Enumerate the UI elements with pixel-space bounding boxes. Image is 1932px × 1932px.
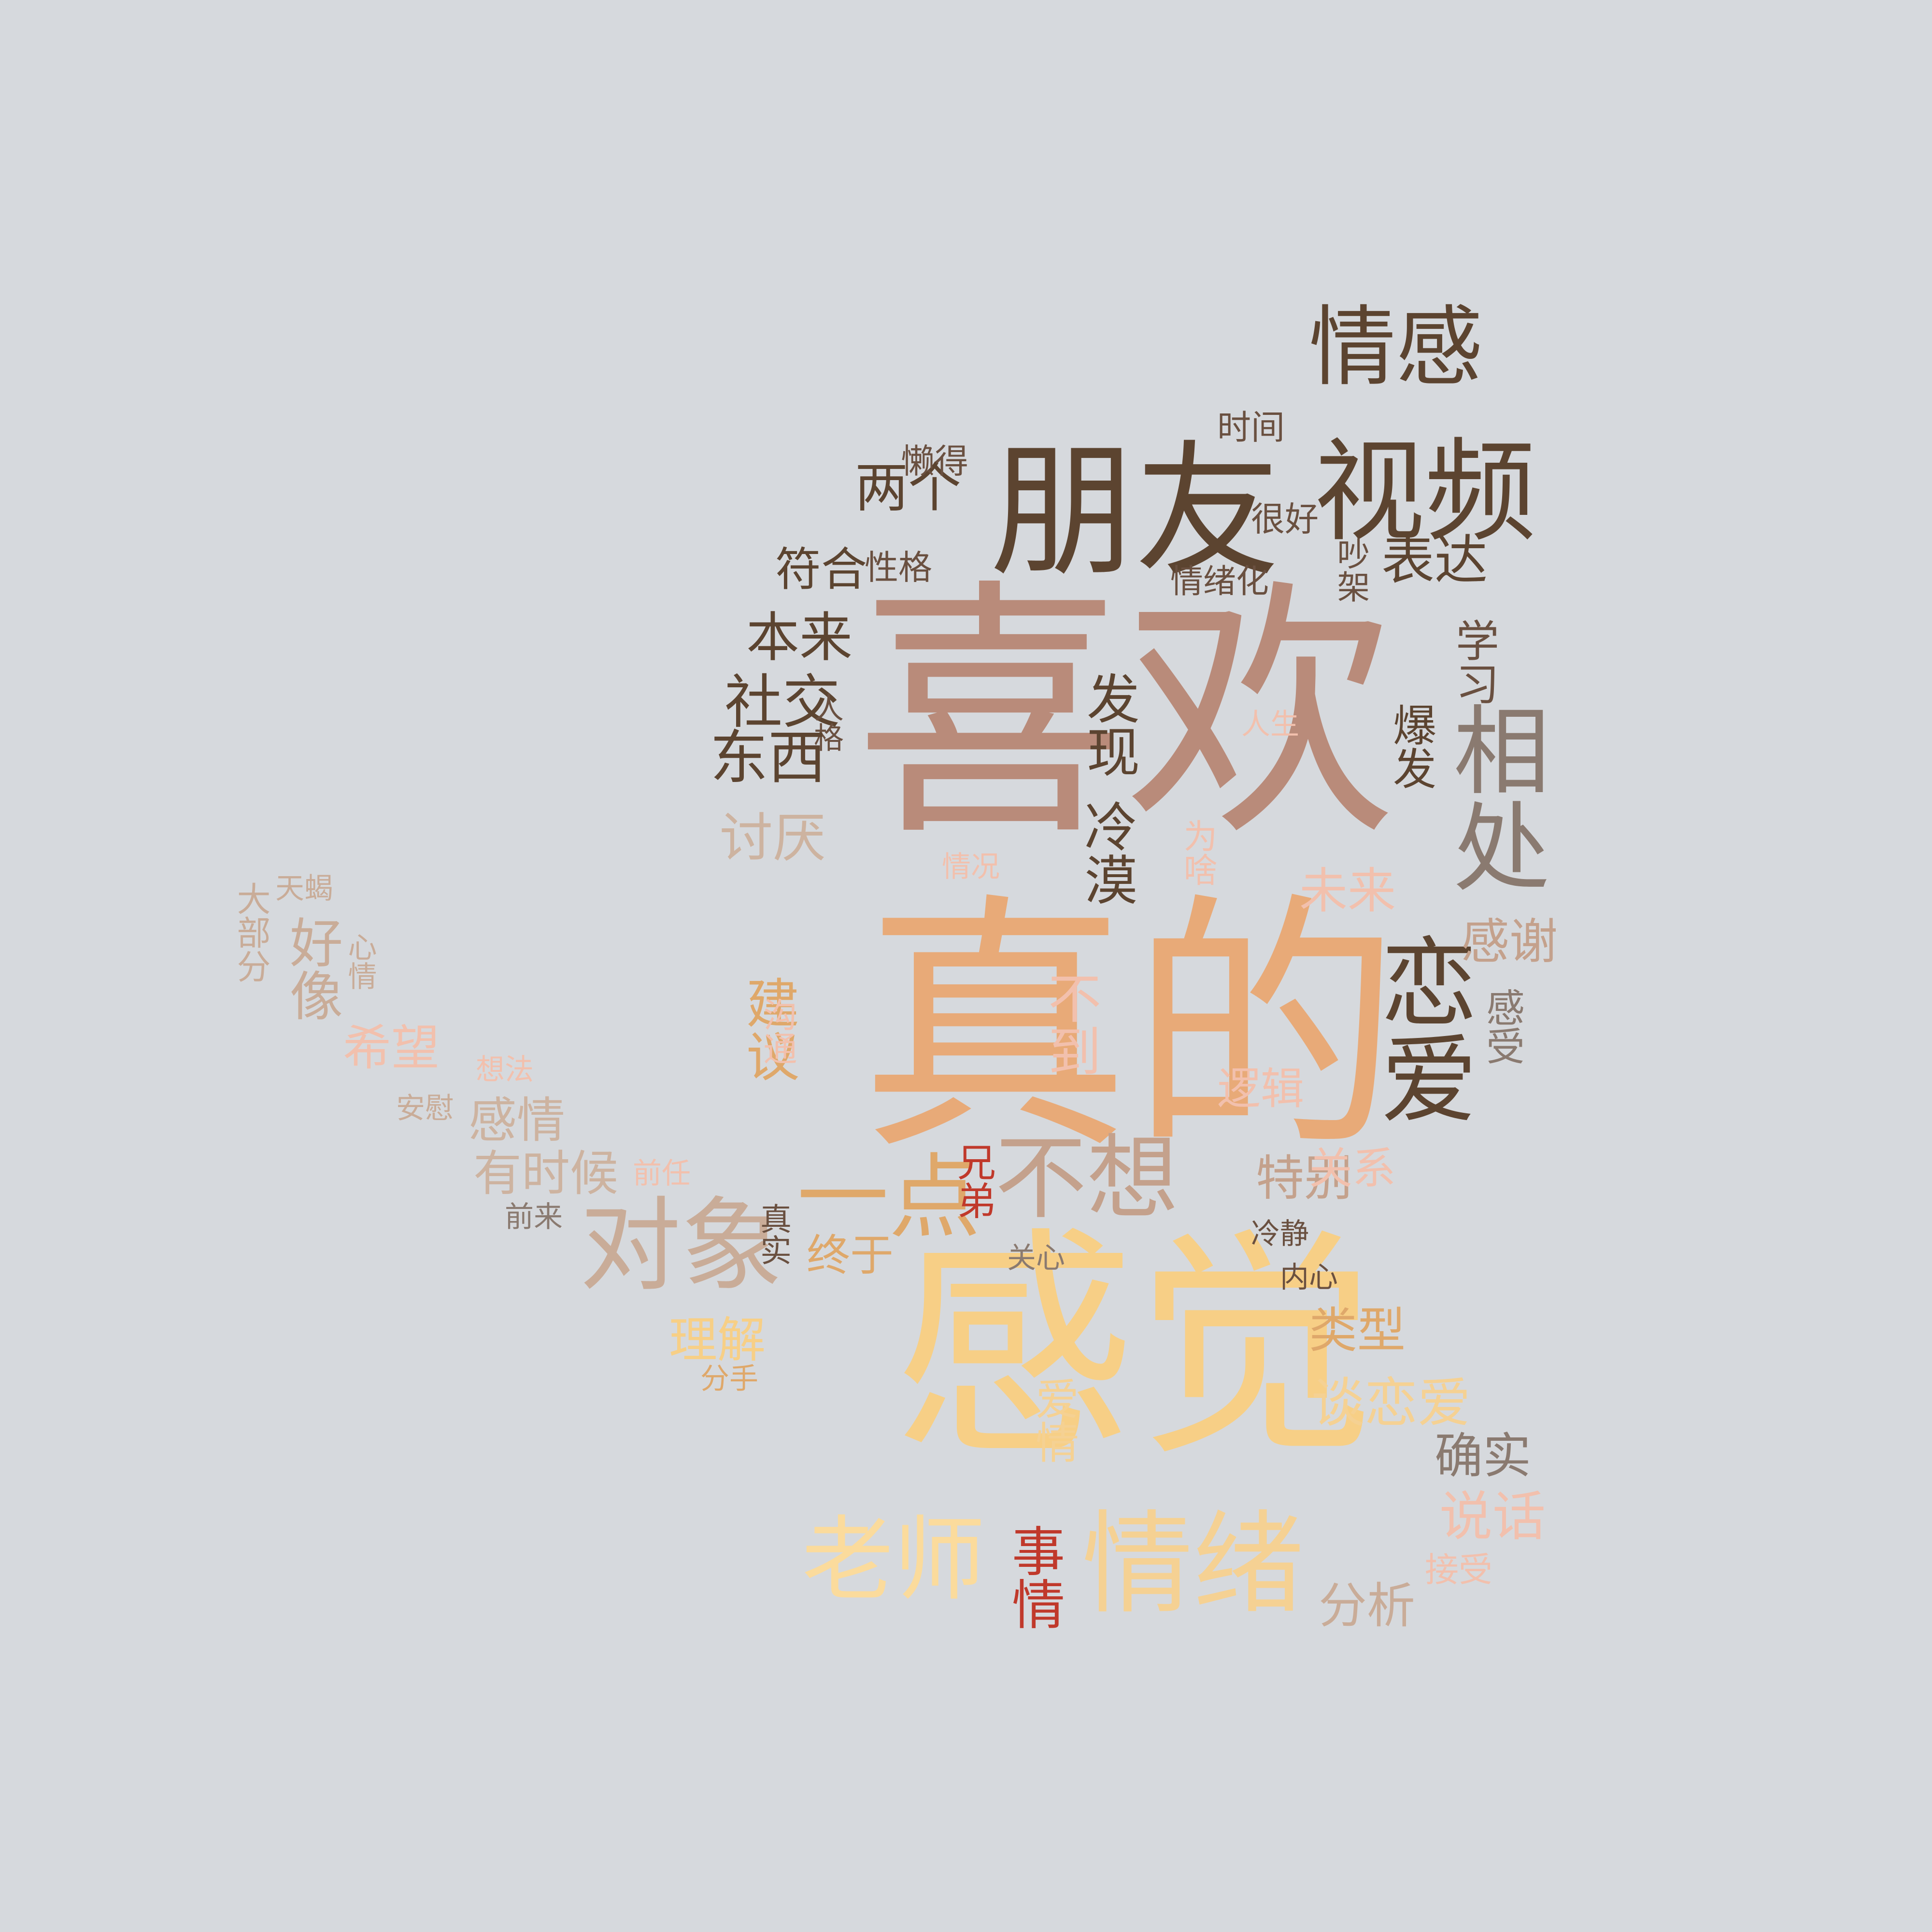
word-cloud-word: 表达: [1381, 529, 1488, 591]
word-cloud-word: 感谢: [1461, 913, 1558, 970]
word-cloud-word: 感受: [1480, 988, 1525, 1065]
word-cloud-word: 理解: [669, 1312, 766, 1368]
word-cloud-word: 真实: [754, 1203, 791, 1265]
word-cloud-word: 真的: [860, 871, 1401, 1186]
word-cloud-word: 情绪化: [1170, 563, 1269, 601]
word-cloud-word: 确实: [1435, 1428, 1531, 1484]
word-cloud-word: 关系: [1309, 1143, 1396, 1194]
word-cloud-word: 建议: [737, 976, 799, 1082]
word-cloud-word: 恋爱: [1364, 932, 1477, 1125]
word-cloud-word: 东西: [710, 724, 826, 792]
word-cloud-word: 事情: [1003, 1524, 1065, 1630]
word-cloud-word: 逻辑: [1217, 1064, 1304, 1114]
word-cloud-word: 情况: [942, 850, 1000, 884]
word-cloud-word: 不想: [994, 1125, 1179, 1232]
word-cloud-word: 发现: [1078, 671, 1139, 778]
word-cloud-word: 有时候: [473, 1145, 618, 1202]
word-cloud-word: 终于: [807, 1230, 894, 1281]
word-cloud-word: 很好: [1251, 499, 1319, 539]
word-cloud-word: 前来: [505, 1200, 563, 1234]
word-cloud-word: 爆发: [1385, 703, 1436, 790]
word-cloud-word: 朋友: [990, 427, 1280, 596]
word-cloud-word: 说话: [1439, 1486, 1546, 1548]
word-cloud-word: 谈恋爱: [1311, 1372, 1471, 1434]
word-cloud-word: 冷漠: [1075, 799, 1137, 906]
word-cloud-word: 接受: [1425, 1550, 1492, 1590]
word-cloud-word: 喜欢: [855, 557, 1396, 872]
word-cloud-word: 时间: [1217, 408, 1285, 447]
word-cloud-word: 内心: [1280, 1261, 1338, 1294]
word-cloud-word: 对象: [579, 1187, 783, 1305]
word-cloud-word: 情感: [1308, 297, 1483, 398]
word-cloud-word: 好像: [281, 915, 342, 1022]
word-cloud-word: 讨厌: [720, 807, 826, 869]
word-cloud-word: 爱情: [1028, 1377, 1079, 1463]
word-cloud-word: 符合: [775, 543, 867, 597]
word-cloud-word: 社交: [724, 669, 840, 736]
word-cloud-word: 分手: [700, 1362, 758, 1396]
word-cloud-word: 感觉: [894, 1207, 1377, 1488]
word-cloud-word: 沟通: [758, 997, 797, 1065]
word-cloud-word: 安慰: [396, 1092, 454, 1125]
word-cloud-word: 为啥: [1178, 819, 1218, 886]
word-cloud-word: 老师: [801, 1506, 986, 1613]
word-cloud-word: 前任: [633, 1157, 691, 1191]
word-cloud-word: 视频: [1313, 428, 1536, 557]
word-cloud-word: 学习: [1448, 618, 1499, 705]
word-cloud-word: 一点: [796, 1144, 981, 1251]
word-cloud-word: 冷静: [1251, 1217, 1309, 1251]
word-cloud-word: 两个: [855, 457, 961, 519]
word-cloud-word: 想法: [476, 1053, 534, 1087]
word-cloud-word: 分析: [1319, 1577, 1415, 1634]
word-cloud-word: 情绪: [1081, 1500, 1305, 1629]
word-cloud-word: 心情: [343, 932, 377, 990]
word-cloud-word: 希望: [343, 1020, 440, 1076]
word-cloud-word: 不到: [1039, 971, 1101, 1077]
word-cloud-word: 未来: [1299, 863, 1396, 919]
word-cloud-word: 性格: [865, 548, 932, 587]
word-cloud-word: 人生: [1241, 708, 1299, 741]
word-cloud-word: 本来: [746, 607, 852, 668]
word-cloud-word: 吵架: [1331, 537, 1369, 603]
word-cloud-word: 特别: [1256, 1150, 1352, 1207]
word-cloud-word: 兄弟: [951, 1142, 996, 1220]
word-cloud-word: 感情: [469, 1092, 565, 1149]
word-cloud-word: 懒得: [901, 441, 968, 481]
word-cloud-word: 类型: [1309, 1302, 1406, 1359]
word-cloud-word: 相处: [1436, 700, 1549, 894]
word-cloud-word: 关心: [1007, 1241, 1065, 1275]
word-cloud-word: 大部分: [231, 881, 271, 983]
word-cloud-word: 天蝎: [275, 872, 333, 906]
word-cloud-word: 人格: [809, 692, 844, 752]
